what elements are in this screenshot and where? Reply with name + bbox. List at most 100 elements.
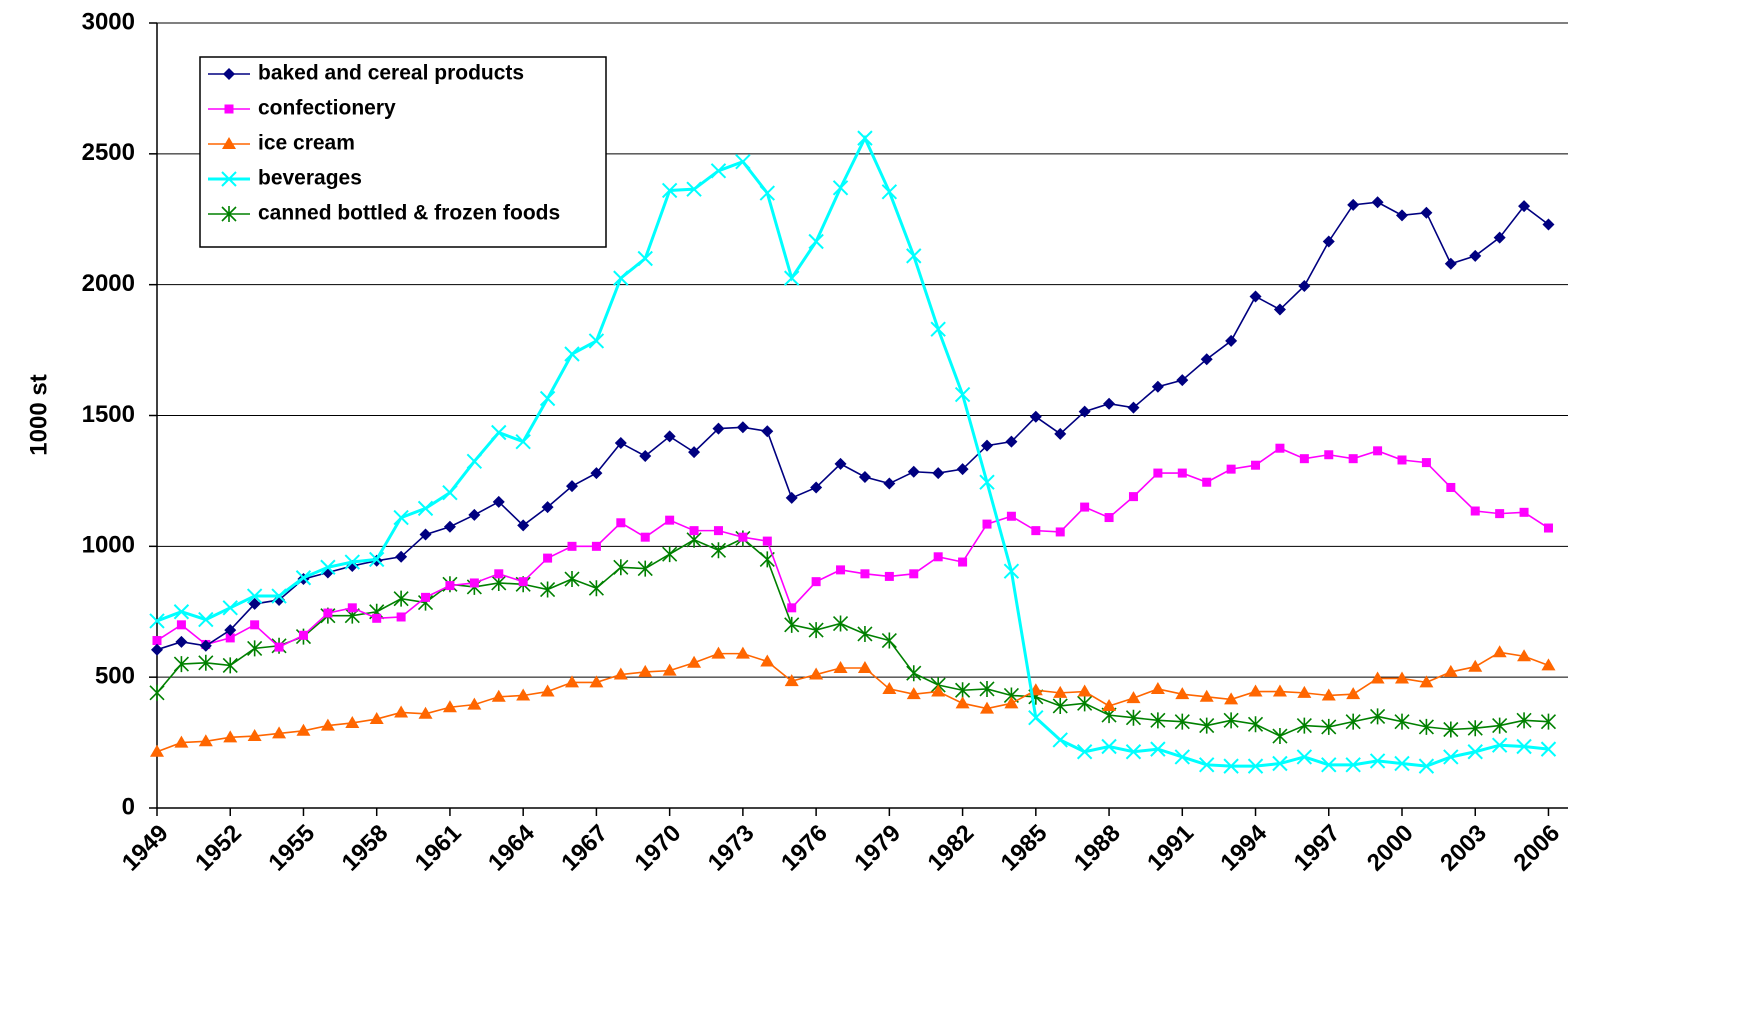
marker [174,735,189,748]
marker [1444,257,1457,270]
x-tick-label: 1967 [556,820,613,877]
marker [1077,695,1093,712]
marker [762,536,772,546]
marker [613,667,628,680]
marker [906,248,922,264]
marker [1076,744,1093,760]
marker [662,546,678,563]
marker [1397,455,1407,465]
x-tick-label: 1988 [1069,820,1126,877]
marker [1223,712,1239,729]
marker [834,457,847,470]
marker [832,180,849,196]
x-tick-label: 1964 [483,819,540,876]
marker [930,321,946,337]
marker [981,439,993,452]
marker [1199,689,1214,702]
x-tick-label: 1970 [630,820,687,877]
marker [247,729,262,742]
marker [1297,685,1312,698]
marker [710,542,727,559]
marker [1394,713,1410,730]
marker [784,674,799,687]
marker [1151,380,1164,393]
y-tick-label: 3000 [82,8,135,35]
marker [955,682,971,699]
marker [857,625,873,642]
marker [1469,249,1482,262]
marker [1468,659,1483,672]
marker [1345,757,1361,773]
x-tick-label: 1952 [190,820,247,877]
x-tick-label: 1976 [776,820,833,877]
marker [811,577,821,587]
marker [468,508,481,521]
marker [564,571,580,588]
marker [735,153,751,170]
marker [1348,454,1358,464]
y-tick-label: 0 [122,793,135,820]
marker [1420,206,1433,219]
marker [738,532,748,542]
marker [250,620,260,630]
marker [515,433,531,450]
marker [1418,718,1434,735]
legend-label: canned bottled & frozen foods [258,202,560,225]
marker [590,467,603,480]
marker [735,646,750,659]
marker [1150,741,1166,757]
series [152,443,1553,652]
marker [1322,235,1335,248]
marker [1540,713,1557,730]
marker [1418,758,1435,774]
marker [469,578,479,588]
marker [1103,397,1116,410]
marker [443,520,456,533]
marker [1516,738,1532,755]
marker [491,689,506,702]
marker [687,655,702,668]
marker [638,664,653,677]
marker [1542,218,1555,231]
marker [760,654,775,667]
marker [1321,688,1336,701]
marker [1176,374,1189,387]
marker [1373,446,1383,456]
marker [1272,684,1287,697]
x-tick-label: 1949 [117,820,174,877]
marker [954,386,971,403]
marker [883,477,896,490]
marker [1518,200,1531,213]
marker [637,250,653,267]
marker [1346,687,1361,700]
marker [418,706,433,719]
marker [688,446,701,459]
marker [591,541,601,551]
marker [247,640,263,657]
marker [1128,492,1138,502]
marker [295,570,312,586]
marker [979,474,995,490]
marker [1223,758,1239,774]
marker [1493,231,1506,244]
marker [151,643,163,656]
marker [665,515,675,525]
marker [541,501,554,514]
marker [881,184,898,200]
marker [1247,716,1264,733]
marker [906,665,922,682]
x-tick-label: 2000 [1362,820,1419,877]
marker [1296,717,1312,734]
marker [1104,513,1114,523]
legend-label: confectionery [258,97,396,120]
marker [149,613,165,629]
marker [1443,664,1458,677]
marker [394,705,409,718]
marker [1054,427,1067,440]
marker [345,715,360,728]
marker [1299,454,1309,464]
marker [467,697,482,710]
x-tick-label: 1982 [922,820,979,877]
y-tick-label: 2000 [82,270,135,297]
